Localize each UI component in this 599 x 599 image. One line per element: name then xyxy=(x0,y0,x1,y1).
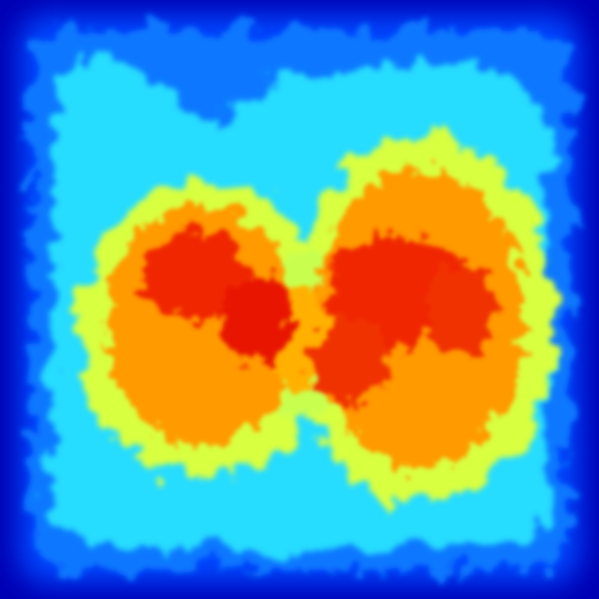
red-layer xyxy=(140,230,495,400)
